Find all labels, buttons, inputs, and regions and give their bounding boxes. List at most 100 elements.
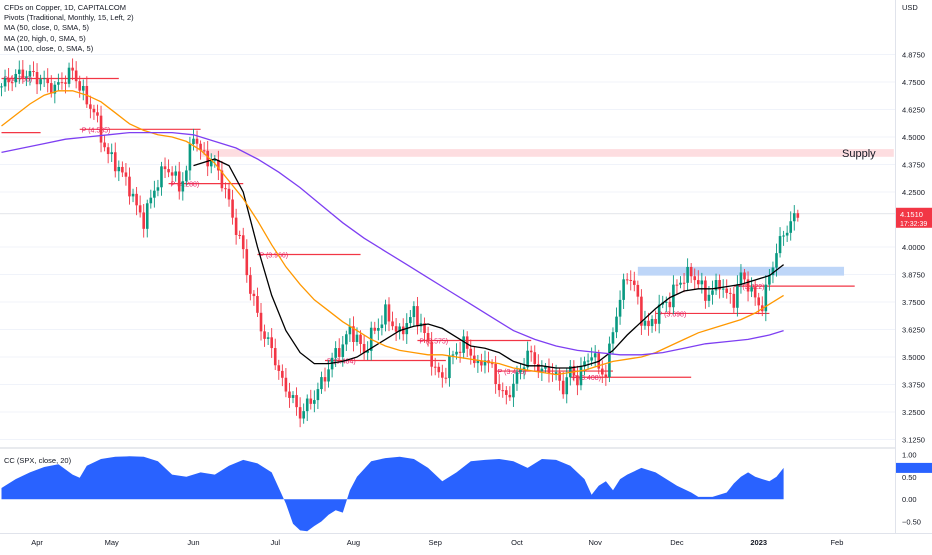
candle-down	[640, 296, 643, 326]
time-tick-label: May	[105, 538, 119, 547]
candle-up	[608, 343, 611, 378]
candle-up	[348, 326, 352, 335]
candle-up	[213, 159, 217, 161]
candle-down	[469, 348, 473, 356]
candle-down	[103, 142, 106, 148]
candle-down	[249, 275, 252, 294]
candle-down	[746, 279, 750, 292]
candle-up	[707, 294, 711, 301]
pivot-label: P (3.408)	[572, 375, 601, 382]
price-tick-label: 3.5000	[902, 353, 925, 362]
price-tick-label: 4.6250	[902, 106, 925, 115]
price-tick-label: 4.3750	[902, 161, 925, 170]
candle-down	[604, 374, 608, 378]
candle-up	[583, 361, 586, 367]
candle-down	[796, 213, 800, 218]
candle-down	[689, 266, 693, 277]
candle-up	[593, 353, 597, 358]
candle-down	[288, 391, 291, 398]
candle-up	[611, 332, 615, 344]
candle-down	[704, 280, 707, 301]
candle-down	[654, 319, 657, 324]
candle-down	[423, 323, 426, 334]
candle-up	[305, 398, 309, 412]
candle-up	[771, 267, 775, 276]
time-tick-label: Dec	[670, 538, 684, 547]
candle-down	[600, 368, 604, 375]
pivot-label: P (3.966)	[259, 252, 288, 259]
currency-label: USD	[902, 3, 918, 12]
time-tick-label: Jun	[187, 538, 199, 547]
candle-up	[565, 377, 569, 395]
candle-up	[145, 203, 149, 229]
candle-down	[426, 333, 430, 342]
candle-up	[380, 324, 384, 329]
candle-down	[497, 384, 501, 391]
candle-up	[554, 372, 558, 374]
legend-ma100[interactable]: MA (100, close, 0, SMA, 5)	[4, 43, 94, 53]
candle-up	[579, 366, 583, 386]
candle-up	[320, 377, 323, 390]
candle-up	[355, 334, 359, 342]
candle-down	[167, 169, 170, 173]
candle-down	[177, 171, 181, 192]
candle-down	[10, 82, 14, 84]
candle-up	[302, 411, 305, 419]
candle-down	[284, 377, 288, 392]
candle-down	[433, 366, 437, 368]
candle-up	[160, 166, 163, 188]
price-tick-label: 4.7500	[902, 78, 925, 87]
candle-up	[586, 360, 590, 362]
candle-down	[401, 326, 405, 335]
candle-up	[515, 372, 519, 384]
candle-down	[259, 312, 263, 332]
candle-up	[768, 275, 771, 285]
candle-down	[309, 398, 313, 404]
candle-up	[334, 348, 337, 358]
candle-down	[636, 284, 640, 297]
candle-down	[295, 395, 298, 408]
candle-down	[352, 326, 355, 342]
candle-up	[615, 316, 618, 333]
candle-down	[625, 279, 629, 281]
candle-down	[256, 296, 259, 313]
legend-pivots[interactable]: Pivots (Traditional, Monthly, 15, Left, …	[4, 13, 134, 23]
bar-countdown: 17:32:39	[900, 221, 927, 228]
candle-down	[35, 72, 39, 85]
candle-up	[483, 360, 487, 366]
candle-up	[316, 389, 320, 401]
candle-up	[778, 236, 782, 254]
candle-up	[544, 366, 547, 369]
candle-down	[78, 81, 82, 91]
price-tick-label: 3.6250	[902, 326, 925, 335]
legend-symbol-title[interactable]: CFDs on Copper, 1D, CAPITALCOM	[4, 3, 126, 12]
price-tick-label: 4.5000	[902, 133, 925, 142]
candle-down	[359, 334, 362, 345]
candle-up	[313, 400, 316, 404]
ma50-line	[193, 158, 784, 369]
candle-up	[775, 253, 778, 268]
candle-down	[106, 147, 110, 155]
pivot-label: P (3.436)	[498, 369, 527, 376]
legend-ma50[interactable]: MA (50, close, 0, SMA, 5)	[4, 23, 90, 33]
candle-down	[444, 377, 448, 379]
candle-down	[533, 352, 537, 365]
candle-up	[512, 383, 515, 398]
candle-down	[728, 292, 732, 294]
legend-ma20[interactable]: MA (20, high, 0, SMA, 5)	[4, 33, 86, 43]
candle-down	[142, 212, 145, 229]
candle-down	[416, 306, 419, 327]
candle-down	[391, 321, 394, 327]
candle-up	[764, 284, 768, 312]
candle-down	[629, 279, 633, 281]
candle-up	[117, 166, 121, 172]
cc-area	[1, 456, 784, 532]
candle-down	[206, 150, 209, 167]
candle-down	[743, 272, 746, 280]
candle-down	[121, 166, 124, 173]
price-tick-label: 3.1250	[902, 436, 925, 445]
candle-up	[792, 213, 796, 222]
candle-down	[234, 217, 238, 235]
